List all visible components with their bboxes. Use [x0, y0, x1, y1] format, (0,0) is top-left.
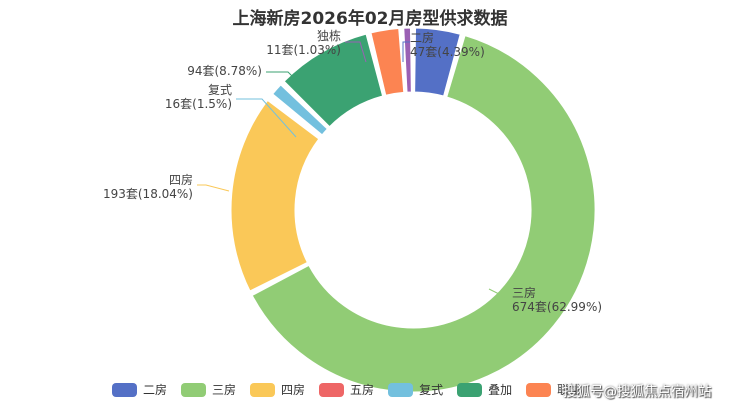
legend-swatch — [181, 382, 207, 397]
slice-2[interactable] — [230, 99, 320, 292]
watermark: 搜狐号@搜狐焦点宿州站 — [563, 384, 712, 400]
legend-swatch — [250, 382, 276, 397]
leader-line-5 — [266, 71, 299, 83]
leader-line-0 — [402, 41, 410, 62]
slice-5[interactable] — [283, 33, 384, 128]
slice-7[interactable] — [403, 27, 412, 93]
slice-1[interactable] — [251, 35, 596, 393]
legend-item-5[interactable]: 叠加 — [457, 381, 512, 398]
chart-legend: 二房 三房 四房 五房 复式 叠加 联排 — [112, 381, 595, 398]
legend-label: 叠加 — [488, 383, 513, 397]
chart-title: 上海新房2026年02月房型供求数据 — [232, 9, 508, 29]
slice-label-4-label_count: 16套(1.5%) — [165, 97, 232, 111]
legend-swatch — [526, 382, 552, 397]
legend-label: 五房 — [350, 383, 375, 397]
slice-label-4-name: 复式 — [208, 83, 232, 97]
slice-label-5-label_count: 94套(8.78%) — [187, 64, 262, 78]
legend-item-0[interactable]: 二房 — [112, 381, 167, 398]
legend-swatch — [457, 382, 483, 397]
leader-line-1 — [488, 288, 512, 298]
slice-6[interactable] — [370, 28, 405, 96]
leader-line-4 — [236, 98, 297, 138]
legend-swatch — [319, 382, 345, 397]
slice-label-2-label_count: 193套(18.04%) — [103, 187, 193, 201]
slice-label-0-name: 二房 — [410, 30, 434, 45]
slice-label-7-name: 独栋 — [317, 28, 341, 43]
legend-label: 三房 — [212, 383, 237, 397]
slice-label-7-label_count: 11套(1.03%) — [266, 43, 341, 57]
legend-label: 二房 — [143, 383, 168, 397]
slice-label-1-label_count: 674套(62.99%) — [512, 300, 602, 314]
leader-line-7 — [345, 41, 367, 63]
slice-4[interactable] — [272, 84, 328, 136]
legend-item-6[interactable]: 联排 — [526, 381, 581, 398]
legend-label: 联排 — [557, 383, 582, 397]
slice-label-1-name: 三房 — [512, 285, 536, 300]
legend-item-2[interactable]: 四房 — [250, 381, 305, 398]
slice-label-2-name: 四房 — [169, 172, 193, 187]
legend-item-1[interactable]: 三房 — [181, 381, 236, 398]
legend-item-4[interactable]: 复式 — [388, 381, 443, 398]
legend-label: 四房 — [281, 383, 306, 397]
legend-item-3[interactable]: 五房 — [319, 381, 374, 398]
leader-line-2 — [197, 184, 230, 192]
legend-label: 复式 — [419, 383, 444, 397]
legend-swatch — [112, 382, 137, 397]
legend-swatch — [388, 382, 414, 397]
slice-0[interactable] — [414, 27, 461, 97]
slice-label-0-label_count: 47套(4.39%) — [410, 45, 485, 59]
